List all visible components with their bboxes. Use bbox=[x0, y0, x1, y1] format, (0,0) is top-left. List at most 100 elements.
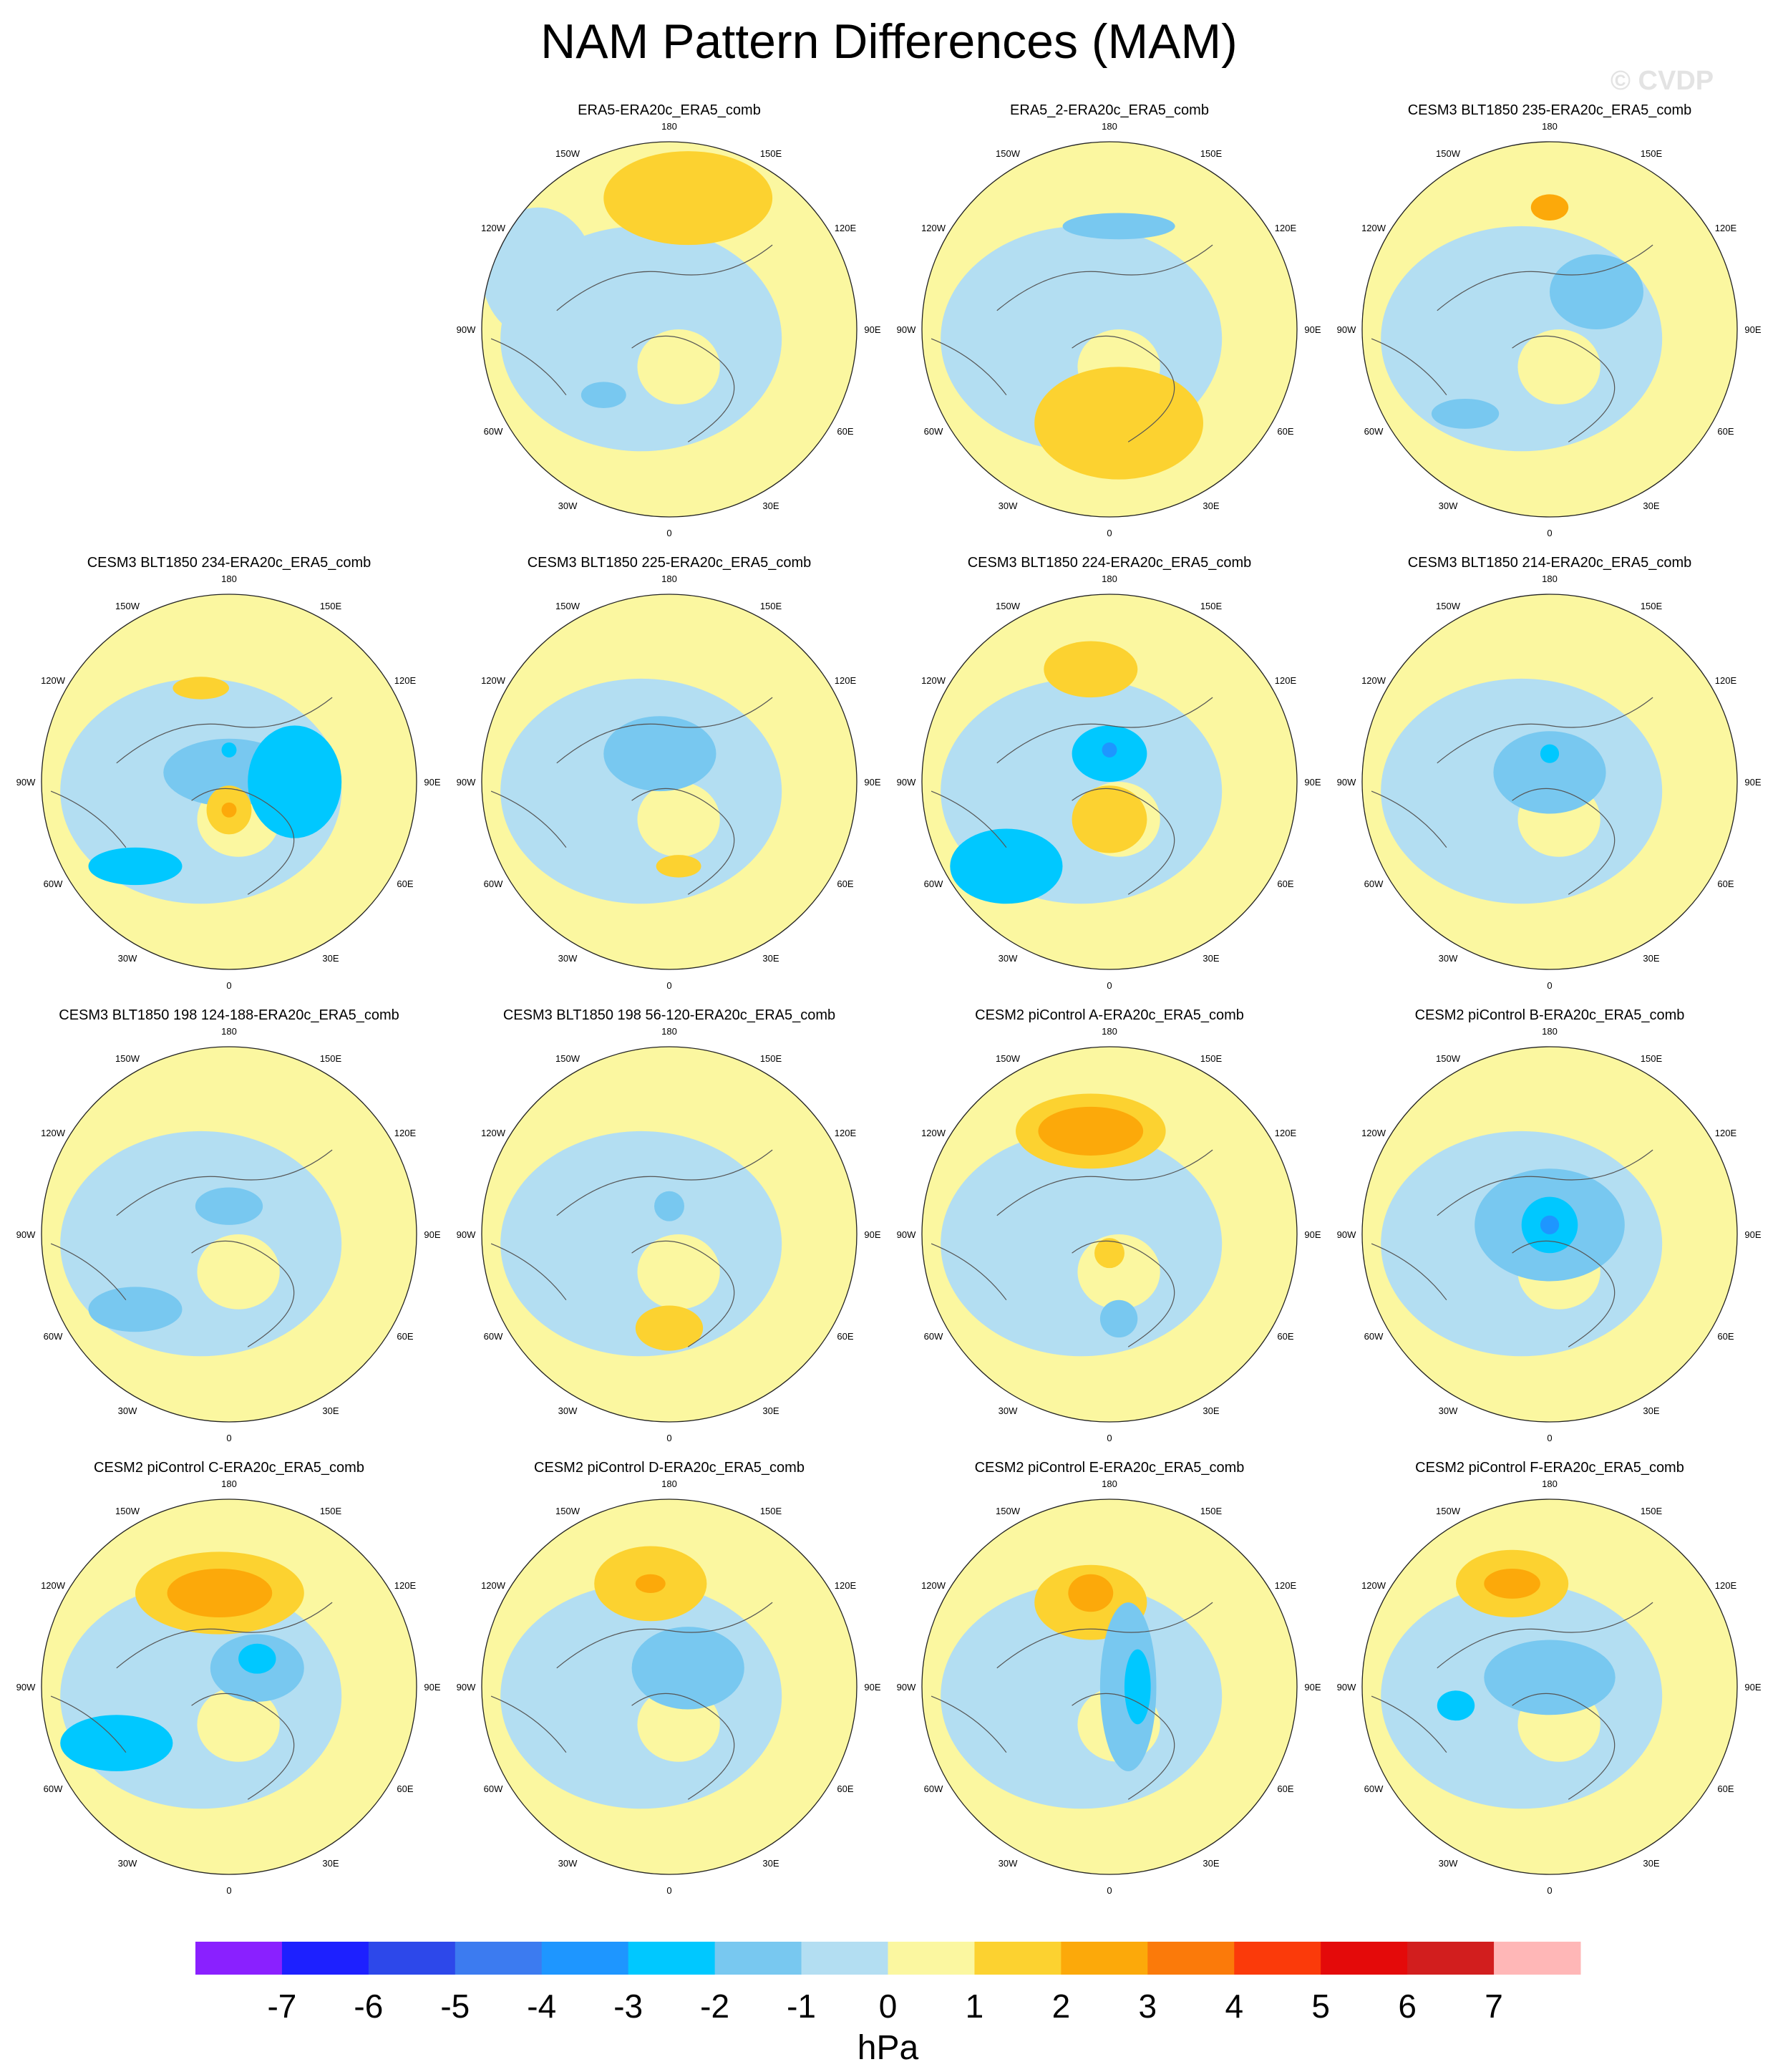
longitude-label: 180 bbox=[661, 1026, 677, 1037]
map-panel: CESM2 piControl F-ERA20c_ERA5_comb 180 150… bbox=[1337, 1460, 1762, 1896]
longitude-label: 120W bbox=[921, 223, 946, 233]
longitude-label: 90W bbox=[897, 777, 916, 788]
colorbar-swatch bbox=[1061, 1942, 1148, 1975]
anomaly-contour bbox=[238, 1643, 276, 1674]
longitude-label: 120W bbox=[1361, 1128, 1386, 1138]
anomaly-contour bbox=[88, 847, 183, 886]
colorbar-swatch bbox=[1234, 1942, 1321, 1975]
longitude-label: 60E bbox=[1277, 1331, 1293, 1342]
colorbar-swatch bbox=[368, 1942, 456, 1975]
longitude-label: 30W bbox=[1439, 500, 1458, 511]
anomaly-contour bbox=[173, 677, 229, 699]
longitude-label: 120W bbox=[41, 675, 66, 686]
longitude-label: 180 bbox=[1102, 1026, 1117, 1037]
anomaly-contour bbox=[482, 207, 595, 339]
longitude-label: 150E bbox=[760, 1053, 782, 1064]
longitude-label: 60W bbox=[44, 1783, 63, 1794]
longitude-label: 120E bbox=[394, 1580, 417, 1591]
longitude-label: 150E bbox=[1200, 601, 1223, 611]
longitude-label: 180 bbox=[1102, 573, 1117, 584]
colorbar-tick-label: -5 bbox=[440, 1988, 470, 2025]
anomaly-contour bbox=[1484, 1640, 1616, 1715]
longitude-label: 90W bbox=[1337, 1682, 1356, 1693]
longitude-label: 90E bbox=[864, 324, 880, 335]
colorbar-swatch bbox=[628, 1942, 716, 1975]
longitude-label: 30W bbox=[999, 1405, 1018, 1416]
coastline bbox=[50, 697, 333, 895]
map-panel: CESM3 BLT1850 214-ERA20c_ERA5_comb 180 150… bbox=[1337, 555, 1762, 991]
coastline bbox=[931, 244, 1213, 442]
longitude-label: 0 bbox=[1547, 528, 1552, 538]
longitude-label: 150W bbox=[555, 601, 580, 611]
longitude-label: 150W bbox=[115, 1506, 140, 1516]
colorbar-swatch bbox=[801, 1942, 888, 1975]
map-border bbox=[1361, 594, 1738, 970]
map-panel: CESM2 piControl D-ERA20c_ERA5_comb 180 150… bbox=[457, 1460, 881, 1896]
longitude-label: 30E bbox=[1203, 953, 1219, 964]
map-border bbox=[921, 1499, 1298, 1875]
anomaly-contour bbox=[1038, 1106, 1144, 1156]
longitude-label: 150E bbox=[1641, 1506, 1663, 1516]
longitude-label: 30W bbox=[999, 500, 1018, 511]
colorbar-tick-label: 7 bbox=[1485, 1988, 1503, 2025]
longitude-label: 180 bbox=[1102, 121, 1117, 132]
longitude-label: 0 bbox=[666, 1433, 671, 1443]
longitude-label: 120W bbox=[481, 1128, 506, 1138]
longitude-label: 150W bbox=[1436, 1506, 1461, 1516]
anomaly-contour bbox=[1044, 641, 1138, 698]
negative-region bbox=[500, 1131, 782, 1357]
longitude-label: 150E bbox=[320, 1506, 342, 1516]
panel-title: CESM3 BLT1850 234-ERA20c_ERA5_comb bbox=[87, 555, 371, 571]
colorbar-swatch bbox=[1407, 1942, 1495, 1975]
longitude-label: 120E bbox=[1715, 223, 1737, 233]
map-border bbox=[921, 141, 1298, 518]
longitude-label: 90E bbox=[1304, 1229, 1321, 1240]
map-border bbox=[481, 1499, 858, 1875]
negative-region bbox=[500, 678, 782, 904]
longitude-label: 120W bbox=[1361, 223, 1386, 233]
panel-title: CESM2 piControl D-ERA20c_ERA5_comb bbox=[534, 1460, 805, 1476]
longitude-label: 150W bbox=[555, 148, 580, 159]
coastline bbox=[1371, 1149, 1653, 1347]
longitude-label: 180 bbox=[661, 121, 677, 132]
coastline bbox=[50, 1602, 333, 1800]
panel-title: CESM2 piControl E-ERA20c_ERA5_comb bbox=[975, 1460, 1245, 1476]
map-border bbox=[41, 1499, 417, 1875]
longitude-label: 30W bbox=[558, 953, 578, 964]
longitude-label: 90E bbox=[424, 777, 440, 788]
anomaly-contour bbox=[635, 1574, 666, 1593]
longitude-label: 60E bbox=[397, 1331, 413, 1342]
colorbar-tick-label: 5 bbox=[1311, 1988, 1330, 2025]
colorbar-swatch bbox=[888, 1942, 975, 1975]
longitude-label: 150E bbox=[1200, 1053, 1223, 1064]
longitude-label: 90W bbox=[16, 1682, 36, 1693]
map-panel: CESM3 BLT1850 234-ERA20c_ERA5_comb 180 150… bbox=[16, 555, 441, 991]
longitude-label: 180 bbox=[1542, 121, 1558, 132]
longitude-label: 30W bbox=[118, 953, 137, 964]
anomaly-contour bbox=[1431, 398, 1500, 429]
longitude-label: 30W bbox=[999, 1858, 1018, 1869]
anomaly-contour bbox=[221, 742, 237, 757]
longitude-label: 30W bbox=[118, 1405, 137, 1416]
positive-region bbox=[197, 1687, 280, 1762]
longitude-label: 90E bbox=[1304, 1682, 1321, 1693]
longitude-label: 0 bbox=[226, 1433, 231, 1443]
panel-title: CESM3 BLT1850 224-ERA20c_ERA5_comb bbox=[968, 555, 1252, 571]
longitude-label: 120E bbox=[835, 1128, 857, 1138]
longitude-label: 90W bbox=[1337, 1229, 1356, 1240]
panel-title: CESM2 piControl F-ERA20c_ERA5_comb bbox=[1415, 1460, 1684, 1476]
longitude-label: 90E bbox=[1304, 777, 1321, 788]
longitude-label: 180 bbox=[1102, 1478, 1117, 1489]
longitude-label: 0 bbox=[226, 1885, 231, 1896]
anomaly-contour bbox=[195, 1187, 263, 1225]
anomaly-contour bbox=[656, 855, 701, 878]
longitude-label: 120E bbox=[1275, 1128, 1297, 1138]
anomaly-contour bbox=[635, 1305, 704, 1351]
longitude-label: 150W bbox=[555, 1053, 580, 1064]
colorbar-tick-label: 2 bbox=[1052, 1988, 1071, 2025]
longitude-label: 30W bbox=[999, 953, 1018, 964]
map-panel: ERA5-ERA20c_ERA5_comb 180 150E 120E 90E 60E 30… bbox=[457, 102, 881, 538]
longitude-label: 90W bbox=[457, 324, 476, 335]
map-border bbox=[921, 1046, 1298, 1423]
longitude-label: 60W bbox=[1364, 1783, 1384, 1794]
